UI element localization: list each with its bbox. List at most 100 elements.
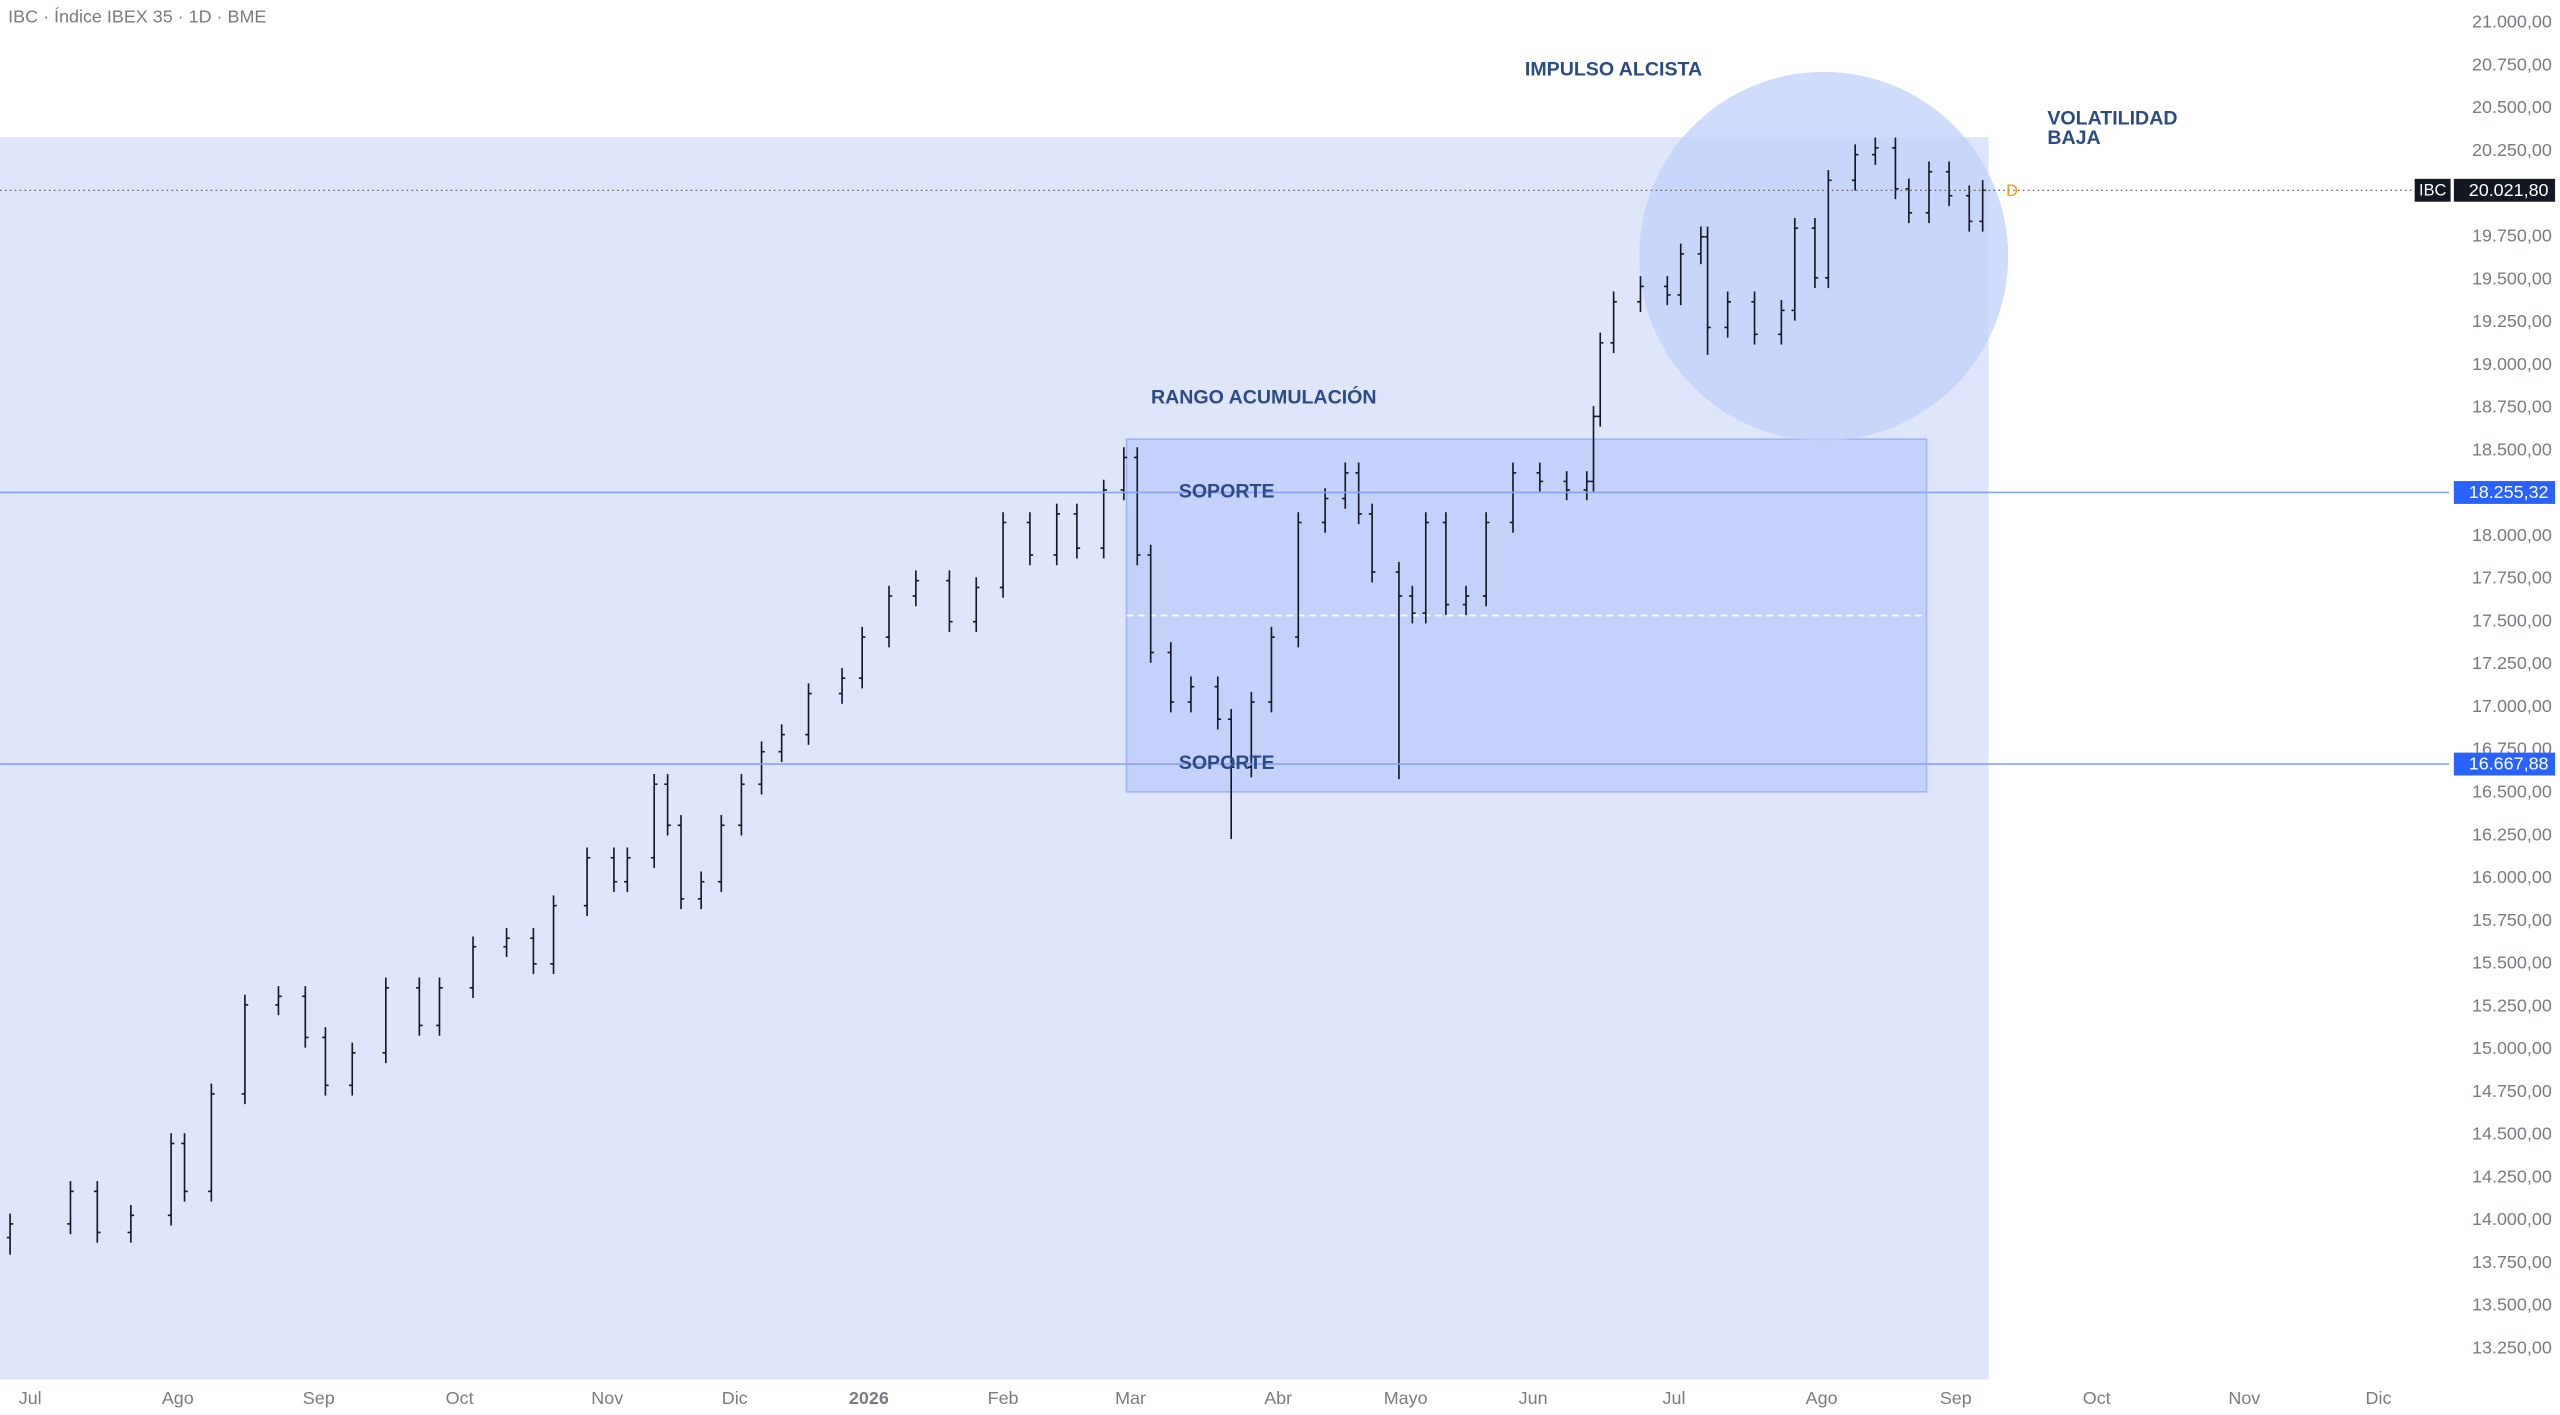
ohlc-bar — [664, 773, 671, 836]
y-tick-label: 16.500,00 — [2472, 782, 2552, 802]
y-tick-label: 16.250,00 — [2472, 824, 2552, 844]
ohlc-bar — [1590, 406, 1597, 492]
price-tag-label: 16.667,88 — [2469, 754, 2549, 774]
ohlc-bar — [1677, 243, 1684, 306]
y-tick-label: 14.750,00 — [2472, 1081, 2552, 1101]
ohlc-bar — [181, 1133, 188, 1202]
y-tick-label: 15.750,00 — [2472, 910, 2552, 930]
y-tick-label: 14.500,00 — [2472, 1124, 2552, 1144]
y-tick-label: 14.250,00 — [2472, 1166, 2552, 1186]
y-tick-label: 13.750,00 — [2472, 1252, 2552, 1272]
ohlc-bar — [697, 871, 705, 910]
ohlc-bar — [1073, 503, 1081, 559]
price-tag — [2453, 752, 2556, 776]
ohlc-bar — [436, 977, 443, 1036]
ohlc-bar — [1321, 488, 1329, 533]
ohlc-bar — [1751, 291, 1758, 345]
y-tick-label: 15.250,00 — [2472, 995, 2552, 1015]
session-marker: D — [2006, 182, 2018, 200]
ohlc-bar — [1664, 276, 1671, 306]
ohlc-bar — [1536, 462, 1544, 492]
ohlc-bar — [885, 585, 893, 648]
ohlc-bar — [322, 1027, 329, 1096]
ohlc-bar — [583, 847, 591, 916]
ohlc-bar — [1791, 217, 1799, 321]
y-tick-label: 16.000,00 — [2472, 867, 2552, 887]
ohlc-bar — [1341, 462, 1349, 509]
x-tick-label: Nov — [2228, 1388, 2260, 1408]
ohlc-bar — [275, 986, 282, 1016]
y-tick-label: 13.500,00 — [2472, 1295, 2552, 1315]
ohlc-bar — [912, 570, 920, 607]
ohlc-bar — [1462, 585, 1470, 615]
x-tick-label: Jul — [1663, 1388, 1686, 1408]
ohlc-bar — [805, 683, 812, 745]
y-tick-label: 20.250,00 — [2472, 140, 2552, 160]
support-text: SOPORTE — [1179, 481, 1275, 503]
ohlc-bar — [1851, 144, 1859, 191]
x-tick-label: Jul — [19, 1388, 42, 1408]
y-tick-label: 17.750,00 — [2472, 568, 2552, 588]
x-tick-label: Sep — [303, 1388, 335, 1408]
ohlc-bar — [1892, 137, 1899, 200]
ohlc-bar — [127, 1205, 135, 1243]
x-tick-label: 2026 — [849, 1388, 889, 1408]
volatility-circle — [1639, 71, 2009, 441]
ohlc-bar — [946, 570, 953, 632]
ohlc-bar — [208, 1083, 215, 1202]
ohlc-bar — [1583, 471, 1591, 501]
ohlc-bar — [1563, 471, 1570, 501]
ohlc-bar — [1295, 512, 1302, 648]
annotation: IMPULSO ALCISTA — [1525, 58, 1702, 80]
ohlc-bar — [550, 895, 557, 975]
ohlc-bar — [858, 626, 866, 689]
ohlc-bar — [1248, 691, 1255, 778]
price-tag — [2453, 481, 2556, 504]
series-tag — [2414, 178, 2451, 202]
ohlc-bar — [1697, 226, 1705, 265]
ohlc-bar — [838, 667, 846, 704]
x-tick-label: Ago — [162, 1388, 194, 1408]
price-tag-label: 18.255,32 — [2469, 482, 2549, 502]
ohlc-bar — [1120, 447, 1128, 501]
x-tick-label: Jun — [1519, 1388, 1548, 1408]
ohlc-bar — [1637, 276, 1644, 313]
ohlc-bar — [1704, 226, 1711, 355]
annotation: RANGO ACUMULACIÓN — [1151, 385, 1377, 409]
ohlc-bar — [1965, 185, 1973, 232]
x-tick-label: Dic — [722, 1388, 748, 1408]
ohlc-bar — [1422, 512, 1430, 624]
ohlc-bar — [999, 512, 1007, 598]
annotation: BAJA — [2047, 127, 2100, 149]
x-tick-label: Abr — [1264, 1388, 1292, 1408]
y-tick-label: 19.000,00 — [2472, 354, 2552, 374]
ohlc-bar — [302, 986, 309, 1048]
ohlc-bar — [469, 936, 477, 999]
ohlc-bar — [67, 1181, 74, 1235]
ohlc-bar — [241, 994, 249, 1105]
price-tag — [2453, 178, 2556, 202]
x-tick-label: Feb — [988, 1388, 1019, 1408]
ohlc-bar — [1596, 332, 1604, 427]
y-tick-label: 18.000,00 — [2472, 525, 2552, 545]
ohlc-bar — [1187, 676, 1195, 713]
y-tick-label: 17.000,00 — [2472, 696, 2552, 716]
ohlc-bar — [1409, 585, 1416, 624]
ohlc-bar — [94, 1181, 101, 1243]
ohlc-bar — [778, 724, 785, 762]
ohlc-bar — [1026, 512, 1034, 566]
y-tick-label: 19.500,00 — [2472, 268, 2552, 288]
annotation: VOLATILIDAD — [2047, 107, 2177, 129]
ohlc-bar — [972, 577, 980, 632]
y-tick-label: 20.500,00 — [2472, 97, 2552, 117]
ohlc-bar — [1227, 708, 1235, 839]
ohlc-bar — [1442, 512, 1450, 615]
x-tick-label: Ago — [1806, 1388, 1838, 1408]
y-tick-label: 15.000,00 — [2472, 1038, 2552, 1058]
x-tick-label: Oct — [2083, 1388, 2111, 1408]
ohlc-bar — [650, 773, 658, 869]
ohlc-bar — [758, 741, 765, 795]
x-tick-label: Sep — [1940, 1388, 1972, 1408]
ohlc-bar — [530, 927, 537, 975]
price-tag-label: 20.021,80 — [2469, 180, 2549, 200]
